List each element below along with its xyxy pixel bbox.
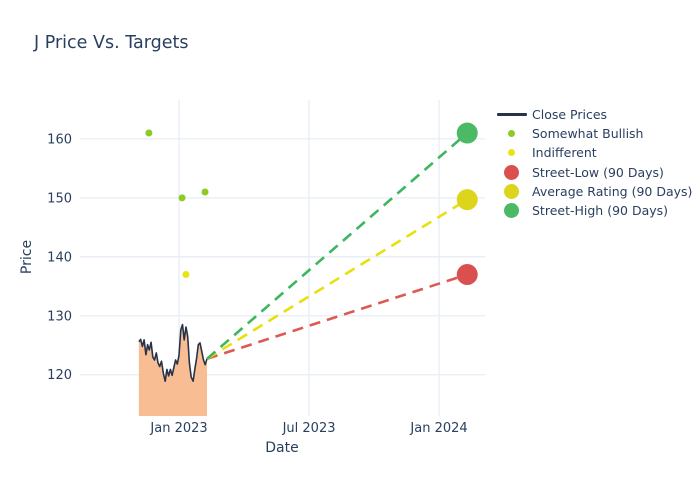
average-rating-90-days-legend-label: Average Rating (90 Days) xyxy=(532,183,693,199)
street-high-90-days-marker xyxy=(456,122,478,144)
street-low-90-days-marker xyxy=(456,264,478,286)
street-low-90-days-legend-label: Street-Low (90 Days) xyxy=(532,164,664,180)
legend-item-street-low-90-days[interactable]: Street-Low (90 Days) xyxy=(493,163,692,182)
street-high-90-days-dashed-line xyxy=(206,132,469,360)
street-high-90-days-legend-symbol xyxy=(493,203,530,219)
legend-item-somewhat-bullish[interactable]: Somewhat Bullish xyxy=(493,124,692,143)
close-prices-fill xyxy=(138,324,207,416)
average-rating-90-days-legend-symbol xyxy=(493,183,530,199)
average-rating-90-days-swatch xyxy=(504,183,519,199)
y-tick-label-120: 120 xyxy=(47,368,72,383)
y-tick-label-140: 140 xyxy=(47,250,72,265)
x-tick-label-jan-2023: Jan 2023 xyxy=(149,421,207,436)
close-prices-legend-label: Close Prices xyxy=(532,107,608,123)
somewhat-bullish-swatch xyxy=(508,130,515,138)
somewhat-bullish-point xyxy=(145,129,153,137)
legend-item-close-prices[interactable]: Close Prices xyxy=(493,105,692,124)
street-high-90-days-legend-label: Street-High (90 Days) xyxy=(532,203,669,219)
street-low-90-days-legend-symbol xyxy=(493,164,530,180)
x-axis-title: Date xyxy=(265,440,299,456)
legend-item-average-rating-90-days[interactable]: Average Rating (90 Days) xyxy=(493,182,692,201)
indifferent-swatch xyxy=(508,149,515,157)
y-tick-label-130: 130 xyxy=(47,309,72,324)
somewhat-bullish-point xyxy=(201,188,209,196)
indifferent-legend-label: Indifferent xyxy=(532,145,597,161)
average-rating-90-days-dashed-line xyxy=(206,198,468,360)
y-tick-label-150: 150 xyxy=(47,191,72,206)
indifferent-point xyxy=(182,271,190,279)
close-prices-legend-symbol xyxy=(493,113,530,117)
y-axis-title: Price xyxy=(19,239,35,275)
street-low-90-days-dashed-line xyxy=(206,273,468,361)
street-low-90-days-swatch xyxy=(504,164,519,180)
indifferent-legend-symbol xyxy=(493,149,530,157)
somewhat-bullish-point xyxy=(178,194,186,202)
close-prices-swatch xyxy=(496,113,527,117)
x-tick-label-jan-2024: Jan 2024 xyxy=(409,421,467,436)
x-tick-label-jul-2023: Jul 2023 xyxy=(282,421,336,436)
chart-title: J Price Vs. Targets xyxy=(34,33,189,53)
legend-item-indifferent[interactable]: Indifferent xyxy=(493,143,692,162)
street-high-90-days-swatch xyxy=(504,203,519,219)
y-tick-label-160: 160 xyxy=(47,132,72,147)
legend: Close Prices Somewhat Bullish Indifferent S… xyxy=(493,105,692,220)
average-rating-90-days-marker xyxy=(456,189,478,211)
legend-item-street-high-90-days[interactable]: Street-High (90 Days) xyxy=(493,201,692,220)
somewhat-bullish-legend-label: Somewhat Bullish xyxy=(532,126,644,142)
somewhat-bullish-legend-symbol xyxy=(493,130,530,138)
close-prices-line xyxy=(138,323,208,383)
